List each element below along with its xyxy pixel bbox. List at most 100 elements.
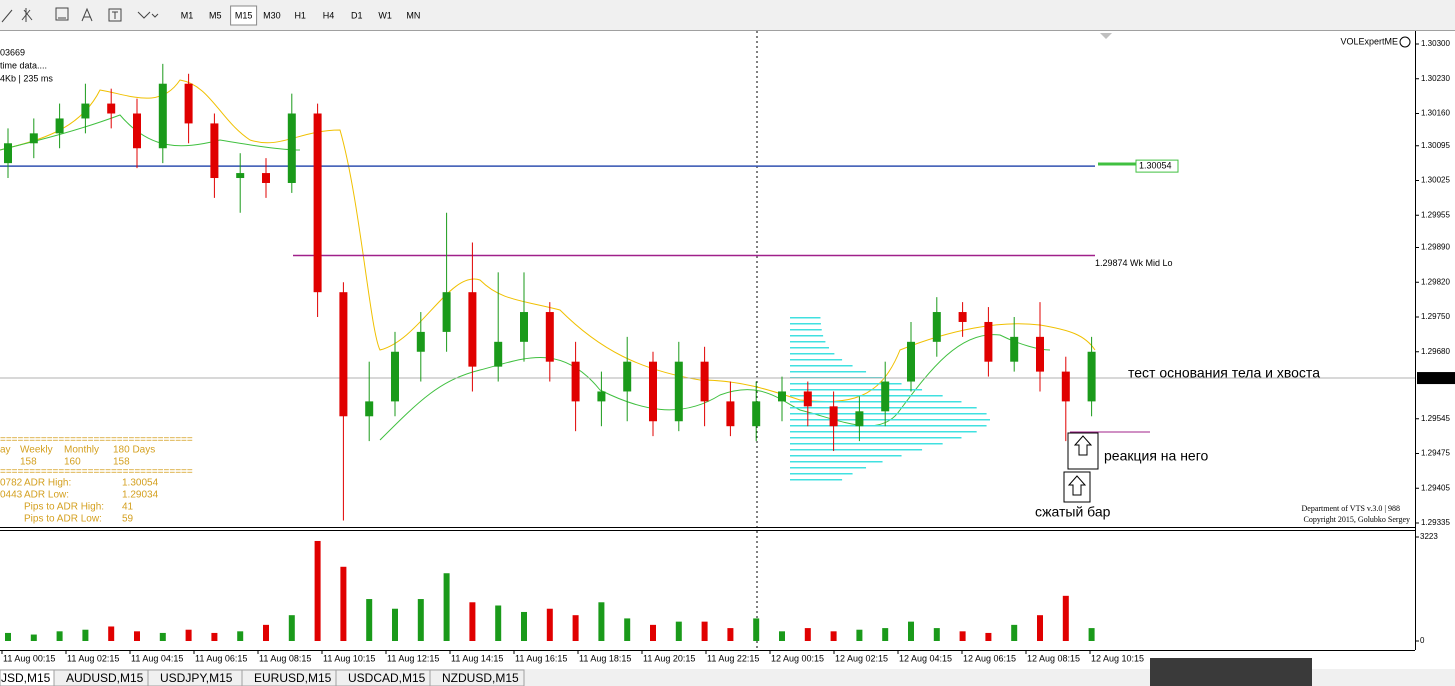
tab-label[interactable]: JSD,M15 — [1, 671, 51, 685]
timeframe-button[interactable]: D1 — [351, 10, 363, 20]
volume-bar — [546, 608, 553, 641]
volume-bar — [417, 599, 424, 641]
volume-bar — [134, 631, 140, 641]
profile-bar — [790, 365, 853, 367]
candle-body — [623, 361, 632, 392]
candle-body — [855, 411, 864, 427]
adr-row: 0443 — [0, 490, 23, 501]
candle-body — [1036, 336, 1044, 372]
tool-fib[interactable] — [21, 8, 33, 22]
profile-bar — [790, 329, 822, 331]
signal-line — [0, 114, 1051, 441]
timeframe-button[interactable]: H4 — [323, 10, 335, 20]
volume-tick-label: 0 — [1420, 636, 1425, 645]
candle-body — [932, 312, 941, 342]
time-label: 11 Aug 00:15 — [3, 653, 55, 663]
tool-label[interactable] — [108, 8, 122, 22]
candle-body — [4, 143, 12, 164]
timeframe-button[interactable]: H1 — [294, 10, 306, 20]
timeframe-button[interactable]: MN — [406, 10, 420, 20]
timeframe-button[interactable]: M15 — [235, 10, 253, 20]
volume-bar — [5, 632, 11, 641]
tool-grid[interactable] — [55, 7, 69, 21]
candle-body — [881, 381, 890, 412]
price-tick-label: 1.30230 — [1421, 74, 1450, 83]
time-label: 11 Aug 14:15 — [451, 653, 503, 663]
indicator-name: VOLExpertME — [1340, 36, 1398, 46]
adr-header: 180 Days — [113, 445, 155, 456]
volume-bar — [882, 628, 889, 641]
timeframe-button[interactable]: M5 — [209, 10, 222, 20]
tab-label[interactable]: USDJPY,M15 — [160, 671, 233, 685]
tool-text[interactable] — [81, 7, 93, 22]
volume-bar — [211, 632, 218, 641]
profile-bar — [790, 353, 835, 355]
info-line: 4Kb | 235 ms — [0, 73, 53, 83]
candle-body — [468, 292, 477, 367]
timeframe-button[interactable]: M30 — [263, 10, 281, 20]
time-label: 12 Aug 02:15 — [835, 653, 888, 663]
profile-bar — [790, 317, 821, 319]
volume-bar — [56, 631, 63, 641]
candle-body — [700, 361, 709, 402]
adr-row: 0782 — [0, 478, 23, 489]
candle-body — [107, 103, 116, 114]
candle-body — [1061, 371, 1070, 402]
candle-body — [545, 312, 554, 362]
candle-body — [262, 173, 270, 183]
profile-bar — [790, 395, 943, 397]
volume-bar — [830, 631, 837, 641]
volume-bar — [366, 599, 373, 641]
volume-bar — [495, 605, 502, 641]
volume-bar — [933, 628, 940, 641]
annotation: сжатый бар — [1035, 504, 1111, 520]
volume-bar — [469, 602, 476, 641]
candle-body — [597, 391, 606, 402]
time-label: 11 Aug 22:15 — [707, 653, 759, 663]
timeframe-button[interactable]: M1 — [181, 10, 194, 20]
tool-arrows[interactable] — [137, 11, 159, 19]
volume-bar — [598, 602, 605, 641]
tab-label[interactable]: USDCAD,M15 — [348, 671, 426, 685]
volume-bar — [572, 615, 579, 641]
volume-bar — [753, 618, 760, 641]
volume-bar — [392, 608, 398, 641]
time-label: 12 Aug 08:15 — [1027, 653, 1080, 663]
level-label-box — [1135, 159, 1179, 173]
candle-body — [907, 341, 915, 382]
candle-body — [133, 113, 141, 149]
volume-bar — [521, 611, 527, 641]
volume-bar — [108, 626, 115, 641]
volume-bar — [701, 621, 708, 641]
candle-body — [339, 292, 348, 417]
volume-bar — [856, 629, 863, 641]
tab[interactable] — [429, 669, 525, 686]
profile-bar — [790, 467, 867, 469]
candle-body — [391, 351, 399, 402]
adr-header: Monthly — [64, 445, 99, 456]
price-tick-label: 1.29475 — [1421, 449, 1450, 458]
profile-bar — [790, 473, 853, 475]
tool-line[interactable] — [1, 9, 13, 23]
adr-value: 160 — [64, 457, 81, 468]
timeframe-active[interactable] — [230, 5, 258, 26]
profile-bar — [790, 347, 829, 349]
volume-bar — [727, 628, 734, 641]
time-label: 11 Aug 02:15 — [67, 653, 119, 663]
volume-bar — [159, 632, 166, 641]
adr-row: Pips to ADR High: — [24, 502, 104, 513]
profile-bar — [790, 383, 902, 385]
timeframe-button[interactable]: W1 — [378, 10, 392, 20]
time-label: 11 Aug 06:15 — [195, 653, 247, 663]
tab-label[interactable]: EURUSD,M15 — [254, 671, 332, 685]
adr-row: 41 — [122, 502, 134, 513]
volume-bar — [263, 624, 269, 641]
tab-label[interactable]: NZDUSD,M15 — [442, 671, 519, 685]
annotation: тест основания тела и хвоста — [1128, 365, 1320, 381]
profile-bar — [790, 455, 902, 457]
time-label: 12 Aug 04:15 — [899, 653, 952, 663]
candle-body — [81, 103, 90, 119]
tab-label[interactable]: AUDUSD,M15 — [66, 671, 144, 685]
candle-body — [29, 133, 38, 144]
drawing-tools[interactable] — [1, 7, 159, 23]
